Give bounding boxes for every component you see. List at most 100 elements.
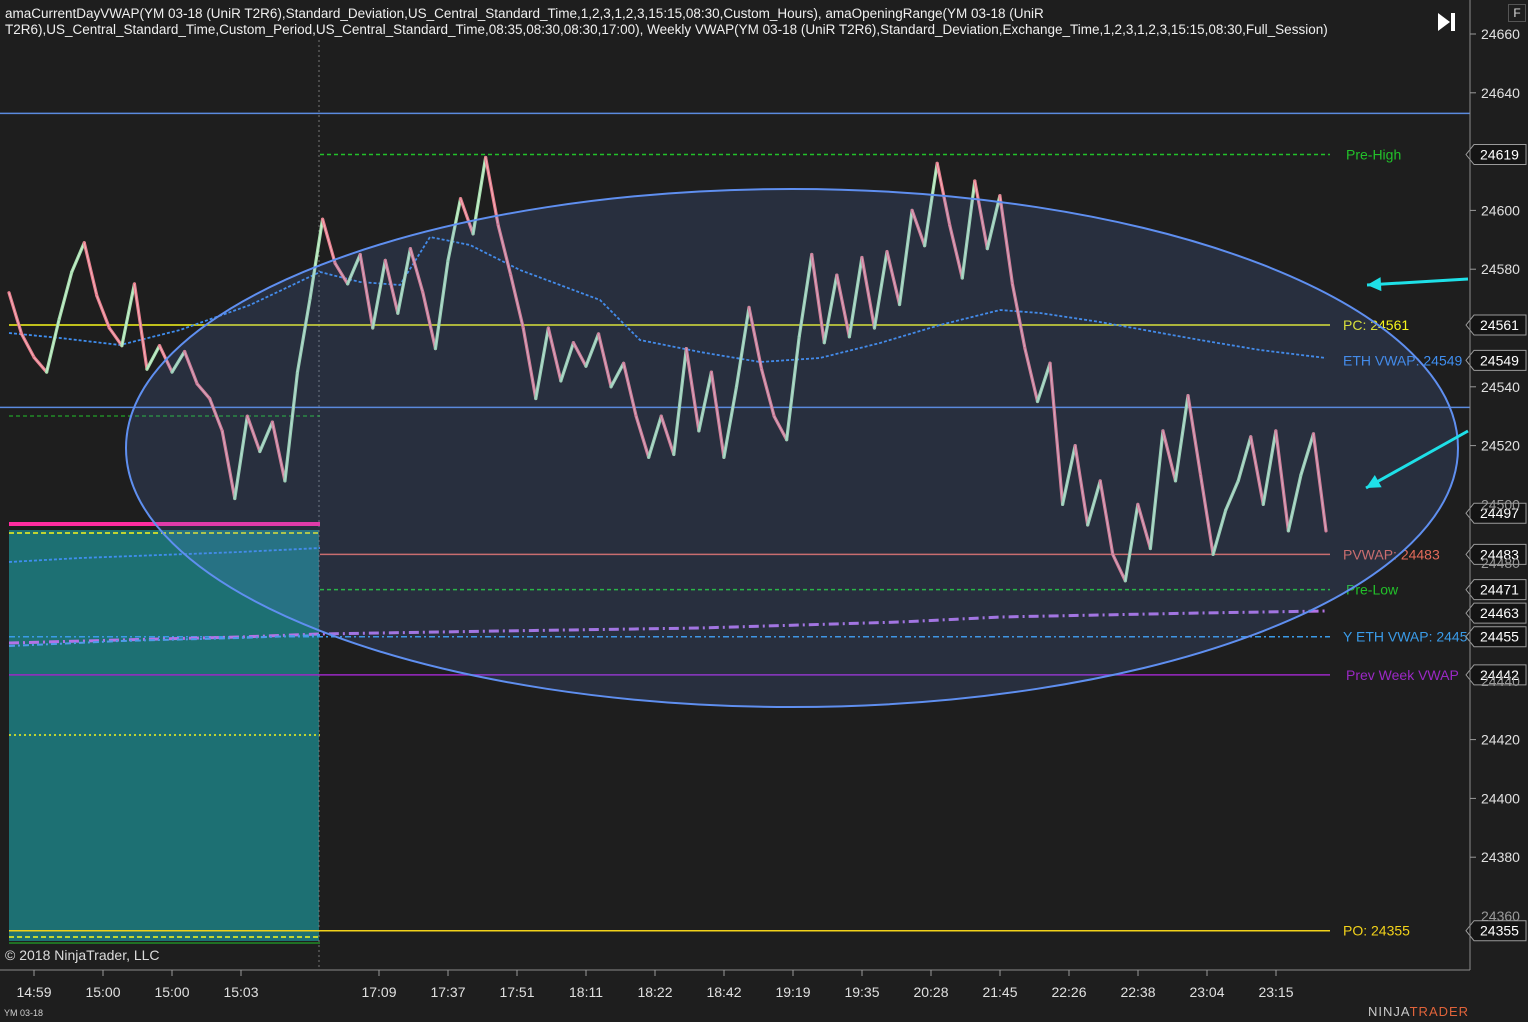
price-wick-83 [1037, 363, 1051, 402]
price-segment-91 [1136, 502, 1153, 551]
price-segment-37 [458, 197, 475, 236]
price-segment-28 [346, 252, 362, 286]
price-segment-49 [609, 361, 626, 389]
price-wick-6 [71, 242, 85, 273]
price-wick-66 [823, 275, 838, 343]
price-wick-21 [259, 421, 273, 452]
price-segment-84 [1048, 361, 1065, 506]
price-wick-58 [723, 386, 737, 458]
badge-text-1: 24561 [1480, 317, 1519, 333]
price-wick-102 [1275, 430, 1289, 531]
price-wick-60 [748, 307, 762, 370]
price-segment-7 [82, 241, 99, 298]
price-segment-54 [672, 346, 688, 457]
price-segment-35 [433, 258, 450, 351]
price-wick-34 [422, 292, 436, 349]
x-tick-label-0: 14:59 [16, 984, 51, 1000]
price-segment-101 [1261, 429, 1278, 506]
price-segment-42 [521, 326, 538, 401]
price-wick-72 [899, 210, 913, 305]
y-tick-label-5: 24520 [1481, 438, 1520, 454]
price-series [7, 155, 1328, 583]
price-segment-51 [634, 414, 651, 459]
price-segment-34 [421, 291, 438, 351]
price-wick-65 [811, 254, 825, 343]
price-wick-94 [1175, 395, 1189, 481]
level-label-6: Prev Week VWAP [1346, 667, 1459, 683]
price-wick-52 [648, 416, 662, 458]
price-wick-103 [1287, 474, 1302, 531]
price-segment-59 [734, 305, 751, 389]
price-segment-22 [270, 420, 287, 483]
price-badge-7: 24355 [1465, 920, 1527, 942]
price-segment-3 [32, 355, 49, 374]
badge-text-4: 24471 [1480, 582, 1519, 598]
price-wick-82 [1024, 348, 1038, 402]
price-segment-41 [509, 273, 525, 330]
price-segment-48 [596, 332, 613, 389]
price-wick-25 [309, 219, 323, 299]
skip-forward-icon[interactable] [1436, 10, 1458, 34]
price-segment-104 [1299, 432, 1316, 477]
x-tick-label-5: 17:37 [430, 984, 465, 1000]
price-wick-54 [673, 348, 687, 455]
price-wick-17 [209, 398, 223, 432]
price-segment-62 [772, 414, 789, 442]
price-segment-36 [446, 197, 463, 262]
price-badge-9: 24497 [1465, 502, 1527, 524]
price-segment-96 [1198, 473, 1215, 556]
price-wick-53 [660, 416, 675, 455]
price-wick-42 [522, 327, 537, 399]
price-badge-5: 24455 [1465, 626, 1527, 648]
price-segment-50 [621, 361, 638, 418]
price-wick-37 [460, 198, 474, 235]
y-tick-label-6: 24420 [1481, 732, 1520, 748]
y-tick-label-3: 24580 [1481, 261, 1520, 277]
weekly-vwap-line [8, 609, 1327, 645]
price-wick-44 [547, 327, 562, 382]
y-tick-label-1: 24640 [1481, 85, 1520, 101]
price-wick-36 [447, 198, 461, 261]
price-segment-89 [1111, 552, 1127, 583]
level-label-1: PC: 24561 [1343, 317, 1409, 333]
price-segment-10 [120, 282, 137, 348]
price-wick-43 [535, 327, 549, 399]
price-wick-32 [397, 248, 411, 314]
price-wick-16 [196, 383, 210, 399]
price-segment-60 [747, 305, 764, 371]
price-wick-14 [171, 351, 185, 373]
price-segment-47 [584, 332, 601, 368]
price-segment-99 [1236, 435, 1253, 483]
price-wick-73 [911, 210, 926, 246]
price-segment-45 [559, 341, 576, 383]
price-segment-74 [923, 161, 939, 248]
price-badge-1: 24561 [1465, 314, 1527, 336]
price-wick-20 [246, 416, 261, 452]
annotations[interactable] [125, 188, 1469, 708]
price-wick-104 [1300, 433, 1314, 476]
price-segment-92 [1148, 429, 1165, 551]
price-wick-77 [961, 180, 976, 279]
price-segment-31 [383, 258, 400, 315]
axes: 24619 24561 24549 24483 24471 24455 24442 24355… [0, 0, 1527, 1000]
price-wick-98 [1225, 480, 1239, 511]
price-wick-76 [949, 225, 963, 279]
price-wick-75 [936, 163, 951, 226]
brand-ninja: NINJA [1368, 1004, 1410, 1019]
price-segment-102 [1274, 429, 1290, 533]
x-tick-label-2: 15:00 [154, 984, 189, 1000]
arrow-lower-head [1366, 475, 1382, 488]
price-wick-41 [510, 274, 524, 329]
price-segment-81 [1010, 282, 1027, 351]
price-wick-61 [761, 369, 775, 417]
badge-shape-3 [1465, 543, 1527, 565]
price-segment-88 [1098, 479, 1115, 556]
price-segment-20 [245, 414, 262, 454]
price-wick-101 [1262, 430, 1277, 505]
x-tick-label-13: 21:45 [982, 984, 1017, 1000]
f-button[interactable]: F [1508, 4, 1526, 22]
price-segment-52 [647, 414, 663, 459]
price-wick-18 [221, 430, 236, 499]
eth-vwap-line [8, 235, 1327, 363]
